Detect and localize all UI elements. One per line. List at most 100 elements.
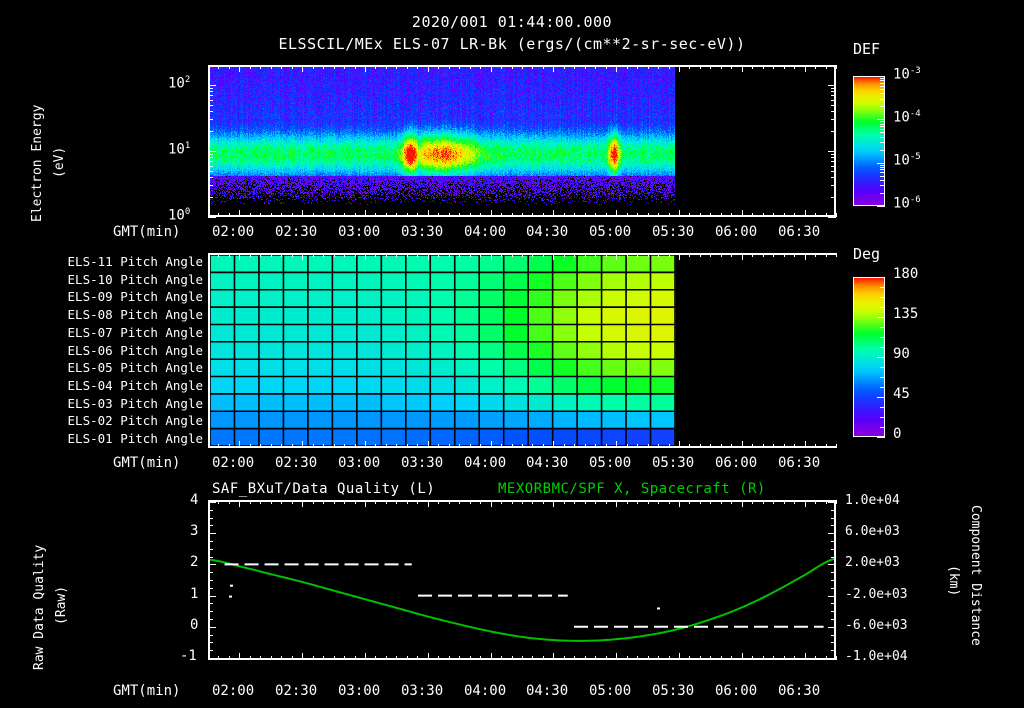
axis-tick-label: 180 bbox=[893, 266, 919, 282]
axis-tick bbox=[880, 126, 885, 127]
axis-tick bbox=[208, 185, 213, 186]
axis-tick bbox=[532, 253, 533, 257]
axis-tick bbox=[815, 213, 816, 217]
axis-tick bbox=[480, 656, 481, 660]
axis-tick bbox=[428, 653, 429, 660]
axis-tick bbox=[480, 213, 481, 217]
pitch-angle-row-label: ELS-11 Pitch Angle bbox=[67, 253, 203, 269]
axis-tick bbox=[438, 213, 439, 217]
axis-tick bbox=[313, 253, 314, 257]
axis-tick bbox=[836, 213, 837, 217]
axis-tick-label: 06:30 bbox=[778, 455, 821, 471]
axis-tick bbox=[784, 65, 785, 69]
axis-tick bbox=[831, 541, 836, 542]
axis-tick bbox=[396, 65, 397, 69]
top-panel-ylabel-units: (eV) bbox=[52, 146, 67, 178]
axis-tick-label: -2.0e+03 bbox=[845, 587, 908, 602]
axis-tick bbox=[648, 656, 649, 660]
axis-tick bbox=[752, 656, 753, 660]
axis-tick bbox=[831, 572, 836, 573]
pitch-angle-panel[interactable] bbox=[208, 253, 838, 448]
axis-tick bbox=[880, 83, 885, 84]
axis-tick bbox=[689, 213, 690, 217]
electron-energy-spectrogram-panel[interactable] bbox=[208, 65, 836, 217]
axis-tick bbox=[386, 500, 387, 504]
axis-tick bbox=[260, 656, 261, 660]
axis-tick bbox=[585, 253, 586, 257]
axis-tick-label: 06:00 bbox=[715, 455, 758, 471]
axis-tick bbox=[271, 500, 272, 504]
axis-tick-label: 10-4 bbox=[893, 109, 921, 126]
axis-tick bbox=[606, 213, 607, 217]
axis-tick bbox=[763, 65, 764, 69]
axis-tick-label: 2.0e+03 bbox=[845, 555, 900, 570]
axis-tick bbox=[658, 253, 659, 257]
axis-tick-label: 03:00 bbox=[338, 224, 381, 240]
axis-tick-label: 02:30 bbox=[275, 224, 318, 240]
axis-tick bbox=[710, 444, 711, 448]
axis-tick bbox=[658, 213, 659, 217]
axis-tick bbox=[386, 656, 387, 660]
axis-tick bbox=[815, 444, 816, 448]
axis-tick bbox=[669, 500, 670, 504]
axis-tick bbox=[281, 253, 282, 257]
axis-tick bbox=[313, 500, 314, 504]
axis-tick bbox=[449, 253, 450, 257]
axis-tick bbox=[880, 387, 885, 388]
axis-tick bbox=[208, 253, 209, 257]
bottom-panel-ylabel-left: Raw Data Quality bbox=[32, 544, 47, 670]
axis-tick bbox=[831, 131, 836, 132]
axis-tick bbox=[831, 111, 836, 112]
axis-tick bbox=[880, 367, 885, 368]
axis-tick bbox=[880, 297, 885, 298]
axis-tick bbox=[877, 76, 885, 77]
axis-tick bbox=[428, 65, 429, 72]
axis-tick bbox=[689, 65, 690, 69]
axis-tick bbox=[344, 444, 345, 448]
axis-tick bbox=[218, 500, 219, 504]
axis-tick bbox=[229, 444, 230, 448]
axis-tick bbox=[700, 500, 701, 504]
axis-tick bbox=[880, 407, 885, 408]
pitch-angle-row-label: ELS-04 Pitch Angle bbox=[67, 377, 203, 393]
axis-tick bbox=[880, 89, 885, 90]
axis-tick bbox=[365, 210, 366, 217]
axis-tick bbox=[449, 500, 450, 504]
data-quality-panel[interactable] bbox=[208, 500, 836, 660]
axis-tick bbox=[828, 217, 836, 218]
bottom-panel-xlabel: GMT(min) bbox=[113, 683, 181, 699]
def-colorbar[interactable] bbox=[853, 76, 885, 206]
axis-tick-label: 05:30 bbox=[652, 224, 695, 240]
axis-tick bbox=[574, 656, 575, 660]
axis-tick bbox=[689, 500, 690, 504]
axis-tick bbox=[208, 213, 209, 217]
axis-tick bbox=[302, 500, 303, 507]
axis-tick bbox=[302, 210, 303, 217]
axis-tick bbox=[229, 253, 230, 257]
axis-tick-label: 04:30 bbox=[526, 683, 569, 699]
axis-tick bbox=[313, 656, 314, 660]
axis-tick-label: 06:00 bbox=[715, 224, 758, 240]
axis-tick bbox=[880, 193, 885, 194]
axis-tick bbox=[831, 557, 836, 558]
axis-tick-label: 135 bbox=[893, 306, 919, 322]
axis-tick bbox=[271, 656, 272, 660]
axis-tick bbox=[208, 541, 213, 542]
axis-tick bbox=[880, 427, 885, 428]
axis-tick bbox=[323, 444, 324, 448]
axis-tick bbox=[459, 444, 460, 448]
top-panel-xlabel: GMT(min) bbox=[113, 224, 181, 240]
axis-tick bbox=[880, 129, 885, 130]
axis-tick bbox=[417, 500, 418, 504]
pitch-angle-row-label: ELS-08 Pitch Angle bbox=[67, 307, 203, 323]
axis-tick bbox=[616, 653, 617, 660]
axis-tick bbox=[281, 444, 282, 448]
axis-tick bbox=[627, 656, 628, 660]
axis-tick bbox=[355, 253, 356, 257]
axis-tick bbox=[365, 653, 366, 660]
axis-tick bbox=[648, 253, 649, 257]
axis-tick bbox=[679, 653, 680, 660]
axis-tick bbox=[826, 213, 827, 217]
axis-tick bbox=[375, 500, 376, 504]
axis-tick bbox=[877, 206, 885, 207]
